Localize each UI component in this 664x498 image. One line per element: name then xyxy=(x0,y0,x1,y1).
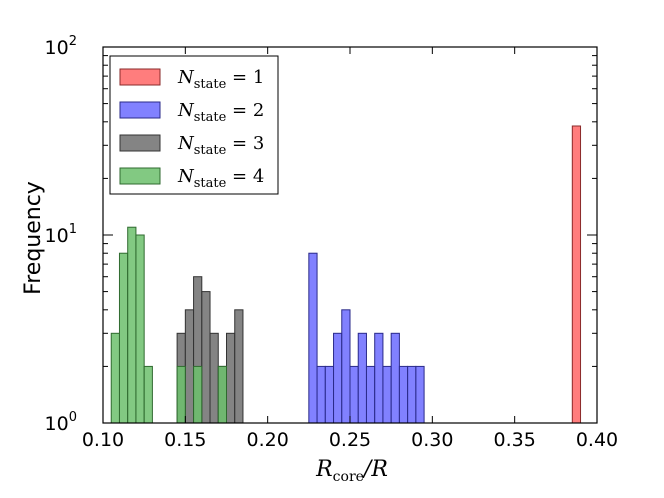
legend-swatch-1 xyxy=(119,68,161,86)
legend-label-4: Nstate = 4 xyxy=(177,166,264,191)
y-tick-label: 101 xyxy=(45,222,77,247)
bar-series-2-bin-4 xyxy=(333,332,343,424)
bar-series-3-bin-4 xyxy=(201,291,211,424)
x-axis-label-suffix: /R xyxy=(362,457,388,482)
x-tick-label: 0.20 xyxy=(247,429,289,451)
bar-series-3-bin-2 xyxy=(184,309,195,424)
bar-series-2-bin-7 xyxy=(357,332,367,424)
bar-series-2-bin-10 xyxy=(382,365,392,424)
bar-series-2-bin-11 xyxy=(390,332,400,424)
x-axis-label: Rcore/R xyxy=(315,457,388,485)
bar-series-4-bin-7 xyxy=(193,365,203,424)
x-tick-label: 0.30 xyxy=(411,429,453,451)
legend: Nstate = 1 Nstate = 2 Nstate = 3 Nstate = 4 xyxy=(109,55,279,195)
x-tick-label: 0.25 xyxy=(329,429,371,451)
legend-label-3: Nstate = 3 xyxy=(177,133,264,158)
legend-swatch-3 xyxy=(119,134,161,152)
bar-series-2-bin-2 xyxy=(316,365,326,424)
bar-series-2-bin-8 xyxy=(365,365,376,424)
legend-swatch-4 xyxy=(119,167,161,185)
x-tick-label: 0.35 xyxy=(494,429,536,451)
legend-label-1: Nstate = 1 xyxy=(177,67,264,92)
x-tick-label: 0.40 xyxy=(576,429,618,451)
bar-series-4-bin-3 xyxy=(127,226,137,424)
bar-series-2-bin-14 xyxy=(415,365,425,424)
bar-series-4-bin-4 xyxy=(135,234,145,424)
y-tick-exponent: 2 xyxy=(69,34,77,49)
y-tick-label: 102 xyxy=(45,34,77,59)
y-axis-label: Frequency xyxy=(21,181,46,295)
bar-series-3-bin-8 xyxy=(234,309,244,424)
bars-layer xyxy=(110,125,582,424)
x-axis-label-main: R xyxy=(315,457,333,482)
bar-series-1-bin-1 xyxy=(571,125,582,424)
y-tick-label: 100 xyxy=(45,410,77,435)
bar-series-3-bin-5 xyxy=(209,332,219,424)
bar-series-2-bin-3 xyxy=(324,365,335,424)
bar-series-2-bin-5 xyxy=(341,309,351,424)
bar-series-4-bin-2 xyxy=(118,252,129,424)
bar-series-4-bin-6 xyxy=(176,365,186,424)
legend-label-2: Nstate = 2 xyxy=(177,100,264,125)
x-tick-label: 0.10 xyxy=(82,429,124,451)
bar-series-2-bin-1 xyxy=(308,252,318,424)
bar-series-2-bin-9 xyxy=(374,332,384,424)
bar-series-4-bin-5 xyxy=(143,365,153,424)
bar-series-4-bin-1 xyxy=(110,332,120,424)
x-tick-label: 0.15 xyxy=(164,429,206,451)
bar-series-2-bin-6 xyxy=(349,365,359,424)
legend-swatch-2 xyxy=(119,101,161,119)
bar-series-2-bin-13 xyxy=(407,365,417,424)
x-axis-label-sub: core xyxy=(333,469,364,485)
bar-series-3-bin-7 xyxy=(226,332,236,424)
y-tick-exponent: 1 xyxy=(69,222,77,237)
bar-series-4-bin-8 xyxy=(217,365,227,424)
y-tick-exponent: 0 xyxy=(69,410,77,425)
bar-series-2-bin-12 xyxy=(398,365,409,424)
